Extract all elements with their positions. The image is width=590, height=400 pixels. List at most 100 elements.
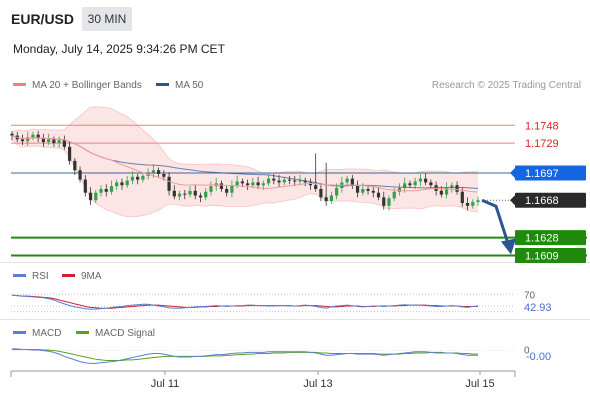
candle-body — [429, 182, 433, 186]
candle-body — [125, 180, 129, 186]
legend-macd-signal-label: MACD Signal — [95, 328, 156, 339]
rsi-swatch — [13, 273, 26, 277]
x-tick-label: Jul 15 — [465, 378, 494, 390]
candle-body — [172, 190, 176, 197]
legend-ma20: MA 20 + Bollinger Bands — [13, 80, 142, 91]
panel-divider-rsi — [0, 262, 590, 263]
level-tag-3 — [510, 192, 586, 208]
candle-body — [287, 179, 292, 181]
candle-body — [162, 173, 166, 177]
candle-body — [251, 182, 255, 186]
level-tag-bg — [515, 165, 586, 181]
candle-body — [230, 185, 234, 193]
candle-body — [62, 140, 66, 147]
candle-body — [141, 175, 145, 180]
candle-body — [198, 195, 203, 198]
level-tag-4 — [515, 230, 586, 246]
candle-body — [20, 139, 25, 142]
candle-body — [319, 188, 323, 198]
level-tag-pointer — [510, 195, 515, 206]
candle-body — [183, 193, 187, 195]
candle-body — [104, 188, 108, 192]
candle-body — [476, 200, 480, 203]
level-tag-bg — [515, 230, 586, 246]
candle-body — [272, 178, 276, 181]
candle-body — [99, 188, 103, 193]
legend-rsi: RSI — [13, 271, 49, 282]
candle-body — [73, 160, 77, 171]
legend-ma20-label: MA 20 + Bollinger Bands — [32, 80, 142, 91]
bollinger-band — [12, 106, 478, 217]
candle-body — [240, 181, 244, 184]
timeframe-button[interactable]: 30 MIN — [82, 7, 132, 31]
ma20-swatch — [13, 82, 26, 86]
candle-body — [392, 191, 396, 199]
datetime-label: Monday, July 14, 2025 9:34:26 PM CET — [13, 42, 225, 56]
candle-body — [57, 140, 61, 144]
candle-body — [277, 180, 281, 183]
candle-body — [418, 178, 423, 182]
candle-body — [41, 138, 46, 143]
level-tag-5 — [515, 247, 586, 263]
x-tick-label: Jul 11 — [151, 378, 180, 390]
panel-divider-macd — [0, 319, 590, 320]
candle-body — [193, 190, 197, 196]
candle-body — [444, 188, 449, 195]
candle-body — [47, 139, 51, 143]
candle-body — [225, 188, 229, 193]
projection-arrowhead — [501, 238, 516, 255]
level-tag-2 — [510, 165, 586, 181]
projection-arrow — [481, 198, 510, 244]
level-label-2: 1.1697 — [525, 168, 559, 180]
candle-body — [31, 134, 35, 138]
candle-body — [88, 192, 93, 201]
candle-body — [235, 181, 239, 186]
candle-body — [424, 178, 428, 183]
candle-body — [109, 186, 114, 192]
candle-body — [26, 137, 30, 142]
candle-body — [455, 185, 459, 192]
rsi-ma-swatch — [62, 273, 75, 277]
candle-body — [376, 192, 381, 198]
legend-ma50: MA 50 — [156, 80, 203, 91]
macd-swatch — [13, 330, 26, 334]
legend-rsi-ma-label: 9MA — [81, 271, 102, 282]
candle-body — [167, 176, 171, 191]
candle-body — [136, 176, 140, 180]
candle-body — [83, 179, 87, 193]
candle-body — [10, 133, 14, 136]
candle-body — [439, 190, 443, 195]
candle-body — [130, 176, 135, 181]
candle-body — [355, 185, 360, 193]
x-tick-label: Jul 13 — [303, 378, 332, 390]
candle-body — [151, 170, 155, 174]
candle-body — [256, 182, 260, 186]
macd-current-value: -0.00 — [526, 351, 551, 363]
candle-body — [261, 183, 265, 186]
candle-body — [157, 170, 161, 174]
legend-macd-signal: MACD Signal — [76, 328, 155, 339]
candle-body — [366, 188, 370, 191]
candle-body — [246, 183, 250, 186]
candle-body — [382, 197, 386, 206]
candle-body — [471, 202, 475, 206]
macd-line — [12, 348, 478, 364]
candle-body — [303, 180, 307, 183]
candle-body — [78, 170, 82, 180]
candle-body — [450, 185, 454, 189]
candle-body — [282, 179, 286, 183]
level-tag-bg — [515, 192, 586, 208]
rsi-ma-line — [11, 294, 478, 309]
candle-body — [188, 190, 192, 195]
legend-ma50-label: MA 50 — [175, 80, 204, 91]
candle-body — [345, 178, 349, 183]
level-label-1: 1.1729 — [525, 138, 559, 150]
candle-body — [403, 183, 407, 189]
rsi-line — [11, 294, 479, 310]
candle-body — [67, 146, 72, 161]
candle-body — [465, 203, 470, 206]
candle-body — [266, 178, 271, 184]
legend-rsi-label: RSI — [32, 271, 49, 282]
level-label-3: 1.1668 — [525, 195, 559, 207]
